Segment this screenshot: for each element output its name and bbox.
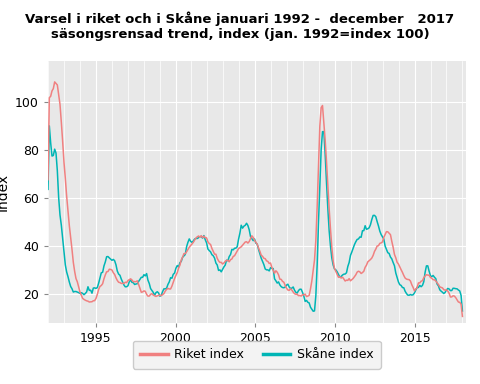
Y-axis label: Index: Index [0,173,10,211]
Legend: Riket index, Skåne index: Riket index, Skåne index [133,341,381,369]
Text: Varsel i riket och i Skåne januari 1992 -  december   2017
säsongsrensad trend, : Varsel i riket och i Skåne januari 1992 … [25,12,455,41]
